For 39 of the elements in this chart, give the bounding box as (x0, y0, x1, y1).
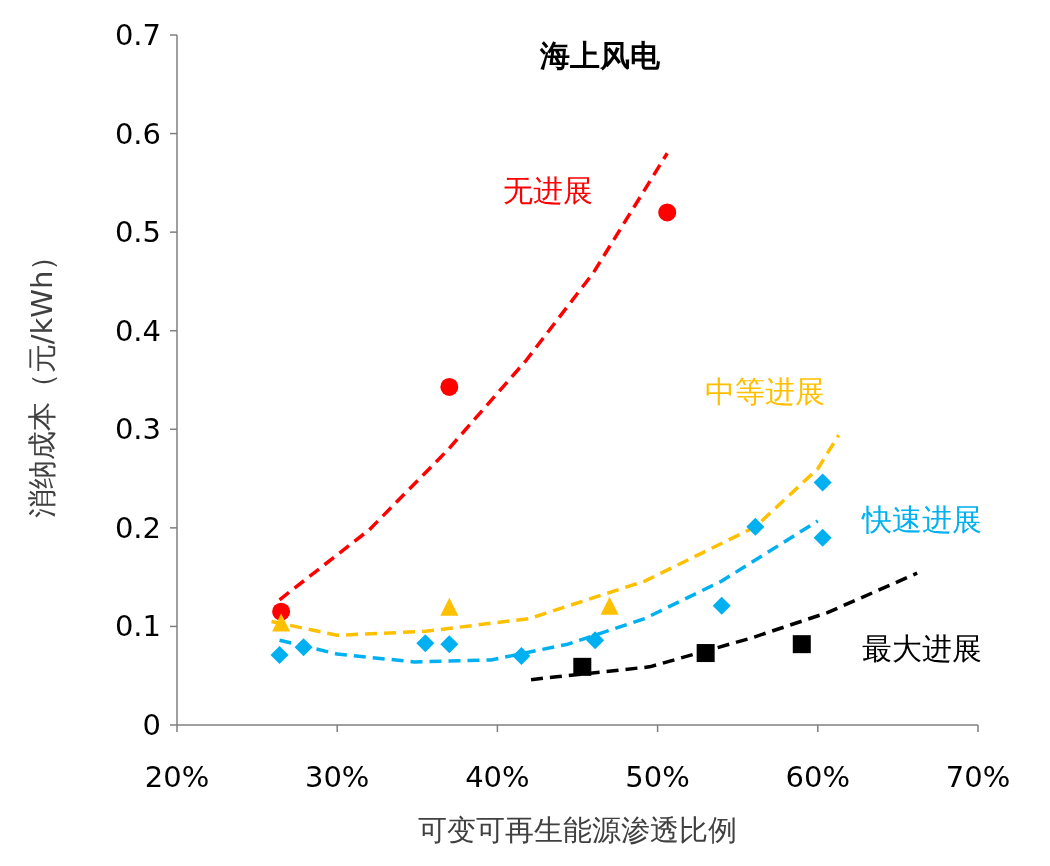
y-tick-label: 0.1 (114, 609, 161, 644)
x-tick-label: 30% (304, 760, 370, 794)
x-tick-label: 20% (144, 760, 210, 794)
point (512, 647, 531, 665)
x-tick-label: 40% (465, 760, 530, 794)
y-tick-label: 0 (142, 708, 161, 742)
y-tick-label: 0.7 (114, 18, 161, 52)
point (272, 613, 291, 632)
chart-title: 海上风电 (539, 38, 661, 73)
point (658, 203, 677, 222)
point (696, 644, 715, 663)
x-axis-title: 可变可再生能源渗透比例 (418, 813, 737, 847)
text: 无进展 (503, 173, 593, 208)
point (813, 528, 832, 547)
y-tick-label: 0.6 (114, 116, 161, 151)
series-label: 快速进展 (861, 502, 982, 537)
point (586, 631, 605, 650)
point (440, 635, 459, 654)
x-tick-label: 50% (625, 760, 690, 794)
point (746, 517, 765, 536)
point (270, 646, 289, 665)
x-tick-label: 70% (945, 760, 1011, 794)
point (792, 635, 811, 654)
y-axis-title: 消纳成本（元/kWh） (25, 241, 59, 519)
x-tick-label: 60% (785, 760, 851, 794)
series-label: 最大进展 (862, 631, 982, 666)
point (440, 597, 459, 616)
y-tick-label: 0.2 (114, 510, 161, 545)
point (416, 634, 435, 653)
y-tick-label: 0.4 (114, 313, 161, 348)
point (573, 657, 592, 676)
point (813, 473, 832, 492)
point (440, 377, 459, 396)
y-tick-label: 0.5 (114, 215, 161, 250)
y-tick-label: 0.3 (114, 412, 161, 447)
point (600, 596, 619, 615)
point (712, 596, 731, 615)
text: 中等进展 (705, 374, 825, 409)
point (294, 638, 313, 657)
